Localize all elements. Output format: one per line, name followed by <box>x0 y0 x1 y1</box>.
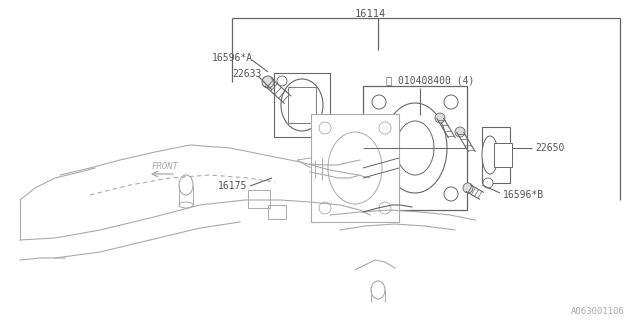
Text: 16596*A: 16596*A <box>212 53 253 63</box>
Ellipse shape <box>383 103 447 193</box>
Circle shape <box>379 122 391 134</box>
Bar <box>482 127 510 183</box>
Circle shape <box>319 202 331 214</box>
Text: 16596*B: 16596*B <box>503 190 544 200</box>
Ellipse shape <box>281 79 323 131</box>
Ellipse shape <box>396 121 434 175</box>
Bar <box>288 87 316 123</box>
Ellipse shape <box>179 175 193 195</box>
Bar <box>274 73 330 137</box>
Circle shape <box>483 178 493 188</box>
Text: 22650: 22650 <box>535 143 564 153</box>
Circle shape <box>317 124 327 134</box>
Bar <box>363 86 467 210</box>
Bar <box>311 114 399 222</box>
Text: 16175: 16175 <box>218 181 248 191</box>
Circle shape <box>379 202 391 214</box>
Circle shape <box>277 76 287 86</box>
Text: 010408400 (4): 010408400 (4) <box>398 75 474 85</box>
Text: A063001106: A063001106 <box>572 308 625 316</box>
Text: 16114: 16114 <box>355 9 386 19</box>
Text: 22633: 22633 <box>232 69 261 79</box>
Text: FRONT: FRONT <box>152 162 179 171</box>
Ellipse shape <box>482 136 498 174</box>
Text: Ⓑ: Ⓑ <box>385 75 391 85</box>
Ellipse shape <box>328 132 382 204</box>
Circle shape <box>444 95 458 109</box>
Circle shape <box>262 76 274 88</box>
Circle shape <box>444 187 458 201</box>
Circle shape <box>435 113 445 123</box>
Circle shape <box>319 122 331 134</box>
Circle shape <box>372 95 386 109</box>
Circle shape <box>372 187 386 201</box>
Ellipse shape <box>179 202 193 208</box>
Circle shape <box>455 127 465 137</box>
Bar <box>494 143 512 167</box>
Ellipse shape <box>371 281 385 299</box>
Circle shape <box>463 183 473 193</box>
